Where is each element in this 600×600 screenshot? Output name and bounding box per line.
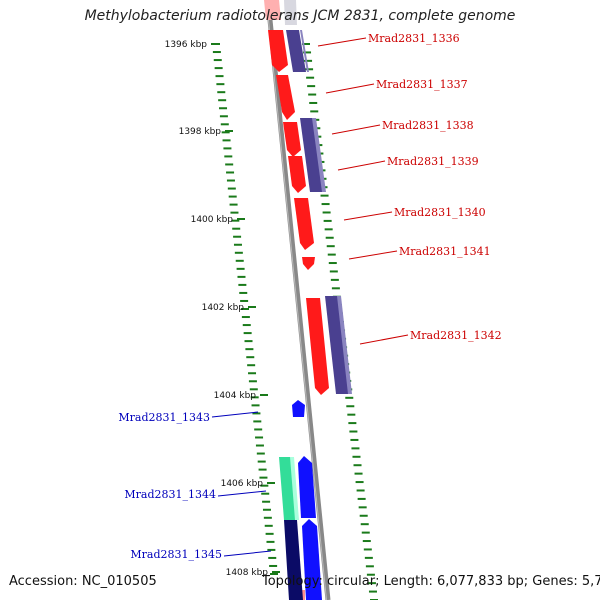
tick-label: 1398 kbp: [179, 127, 222, 137]
gene-label[interactable]: Mrad2831_1342: [410, 329, 502, 342]
genome-backbone: [265, 0, 331, 600]
gene-labels: Mrad2831_1336 Mrad2831_1337 Mrad2831_1338 M…: [118, 32, 501, 561]
gene-label[interactable]: Mrad2831_1340: [394, 206, 486, 219]
cds-mrad2831-1336[interactable]: [268, 30, 288, 72]
cds-mrad2831-1344[interactable]: [298, 456, 316, 518]
cds-mrad2831-1345[interactable]: [302, 519, 322, 600]
gene-label[interactable]: Mrad2831_1337: [376, 78, 468, 91]
gene-label[interactable]: Mrad2831_1341: [399, 245, 491, 258]
gene-label[interactable]: Mrad2831_1336: [368, 32, 460, 45]
gene-label[interactable]: Mrad2831_1339: [387, 155, 479, 168]
genome-info-text: Topology: circular; Length: 6,077,833 bp…: [262, 574, 600, 589]
tick-label: 1404 kbp: [214, 391, 257, 401]
cds-mrad2831-1342[interactable]: [306, 298, 329, 395]
reverse-cds-track: [279, 400, 322, 600]
cds-mrad2831-1340[interactable]: [294, 198, 314, 250]
gene-label[interactable]: Mrad2831_1345: [130, 548, 222, 561]
cds-mrad2831-1343[interactable]: [292, 400, 305, 417]
tick-label: 1408 kbp: [226, 568, 269, 578]
accession-text: Accession: NC_010505: [9, 574, 157, 589]
gene-label[interactable]: Mrad2831_1344: [124, 488, 216, 501]
cds-mrad2831-1341[interactable]: [302, 257, 315, 270]
cds-mrad2831-1337[interactable]: [276, 75, 295, 120]
tick-label: 1406 kbp: [221, 479, 264, 489]
cds-mrad2831-1339[interactable]: [288, 156, 306, 193]
gene-label[interactable]: Mrad2831_1343: [118, 411, 210, 424]
forward-cds-track: [264, 0, 329, 600]
cog-track: [284, 0, 352, 394]
cds-mrad2831-1338[interactable]: [283, 122, 301, 157]
tick-label: 1396 kbp: [165, 40, 208, 50]
cds-mrad2831-1336-top[interactable]: [264, 0, 281, 20]
gene-label[interactable]: Mrad2831_1338: [382, 119, 474, 132]
tick-label: 1400 kbp: [191, 215, 234, 225]
tick-label: 1402 kbp: [202, 303, 245, 313]
tick-labels: 1396 kbp 1398 kbp 1400 kbp 1402 kbp 1404 kbp…: [165, 40, 280, 578]
map-title: Methylobacterium radiotolerans JCM 2831,…: [84, 8, 516, 24]
